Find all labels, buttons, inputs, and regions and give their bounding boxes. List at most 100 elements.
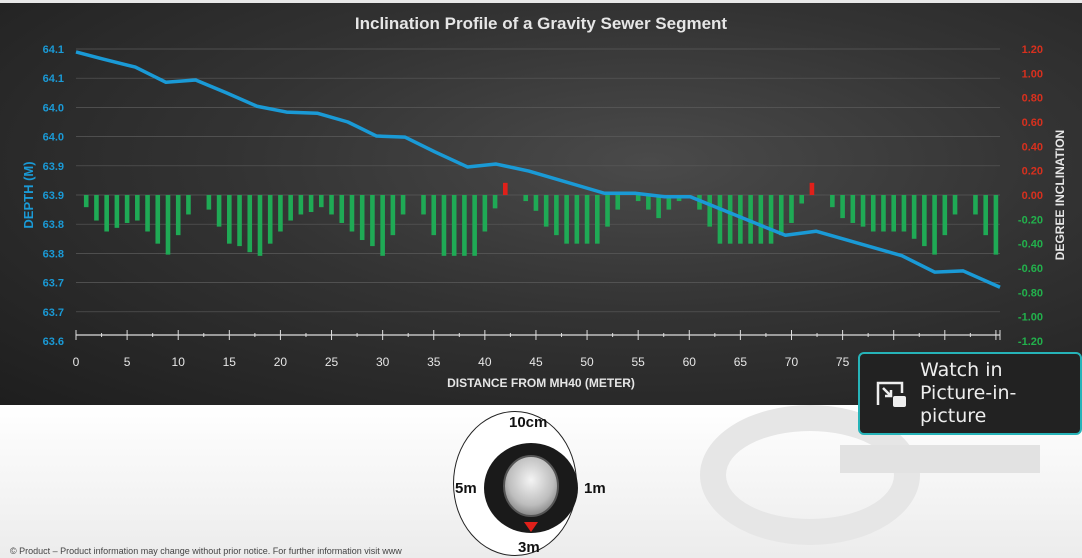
inclination-bar-negative xyxy=(840,195,845,219)
inclination-bar-negative xyxy=(257,195,263,256)
inclination-bar-negative xyxy=(973,195,978,215)
inclination-bar-negative xyxy=(298,195,304,215)
picture-in-picture-button[interactable]: Watch in Picture-in-picture xyxy=(858,352,1082,435)
chart-title: Inclination Profile of a Gravity Sewer S… xyxy=(355,14,728,33)
inclination-bar-negative xyxy=(441,195,447,256)
y-right-tick-label: 0.20 xyxy=(1022,166,1043,178)
inclination-bar-negative xyxy=(778,195,784,236)
inclination-bar-negative xyxy=(186,195,191,215)
inclination-bar-negative xyxy=(860,195,866,227)
inclination-bar-positive xyxy=(809,182,815,195)
inclination-bar-negative xyxy=(983,195,988,236)
inclination-bar-negative xyxy=(175,195,181,236)
y-left-tick-label: 63.8 xyxy=(43,248,64,260)
inclination-bar-negative xyxy=(370,195,375,247)
inclination-bar-negative xyxy=(400,195,406,215)
x-tick-label: 20 xyxy=(274,355,288,369)
x-tick-label: 60 xyxy=(683,355,697,369)
y-left-tick-label: 63.9 xyxy=(43,161,64,173)
inclination-bar-negative xyxy=(339,195,345,223)
inclination-bar-negative xyxy=(584,195,590,244)
inclination-bar-negative xyxy=(94,195,99,221)
x-tick-label: 30 xyxy=(376,355,390,369)
inclination-bar-negative xyxy=(124,195,130,223)
y-right-tick-label: 0.60 xyxy=(1022,117,1043,129)
inclination-bar-negative xyxy=(492,195,498,209)
inclination-bar-negative xyxy=(227,195,232,244)
inclination-bar-negative xyxy=(901,195,907,232)
y-axis-left: 64.1 64.1 64.0 64.0 63.9 63.9 63.8 63.8 63.7 63.7… xyxy=(43,44,64,348)
inclination-bar-negative xyxy=(922,195,927,247)
inclination-bar-negative xyxy=(288,195,293,221)
inclination-bar-negative xyxy=(738,195,743,244)
picture-in-picture-icon xyxy=(876,381,906,407)
x-tick-label: 70 xyxy=(785,355,799,369)
depth-line xyxy=(75,50,1001,289)
y-left-tick-label: 64.1 xyxy=(43,44,64,56)
y-left-tick-label: 64.0 xyxy=(43,132,64,144)
inclination-bar-negative xyxy=(635,195,641,202)
video-frame-chart: Inclination Profile of a Gravity Sewer S… xyxy=(0,0,1082,405)
inclination-bar-negative xyxy=(666,195,672,210)
inclination-bar-negative xyxy=(594,195,600,244)
y-right-tick-label: 0.00 xyxy=(1022,190,1043,202)
dial-label-left: 5m xyxy=(455,480,477,497)
x-tick-label: 75 xyxy=(836,355,850,369)
x-tick-label: 50 xyxy=(580,355,594,369)
inclination-bar-negative xyxy=(267,195,273,244)
inclination-bar-negative xyxy=(135,195,140,221)
inclination-bar-negative xyxy=(451,195,457,256)
inclination-bar-negative xyxy=(656,195,661,219)
y-right-tick-label: 1.00 xyxy=(1022,68,1043,80)
inclination-bar-negative xyxy=(83,195,89,208)
inclination-bar-negative xyxy=(329,195,334,215)
inclination-bar-positive xyxy=(502,182,508,195)
inclination-bar-negative xyxy=(247,195,253,253)
inclination-bar-negative xyxy=(881,195,886,232)
dial-label-right: 1m xyxy=(584,480,606,497)
x-tick-label: 15 xyxy=(223,355,237,369)
y-axis-right-label: DEGREE INCLINATION xyxy=(1053,130,1067,260)
inclination-chart: Inclination Profile of a Gravity Sewer S… xyxy=(21,14,1067,390)
inclination-bar-negative xyxy=(206,195,212,210)
y-right-tick-label: 1.20 xyxy=(1022,44,1043,56)
inclination-bar-negative xyxy=(789,195,794,223)
inclination-bar-negative xyxy=(850,195,856,223)
dial-label-bottom: 3m xyxy=(518,539,540,556)
y-left-tick-label: 63.6 xyxy=(43,336,64,348)
inclination-bar-negative xyxy=(891,195,896,232)
x-tick-label: 25 xyxy=(325,355,339,369)
y-axis-left-label: DEPTH (M) xyxy=(21,161,36,228)
inclination-bar-negative xyxy=(359,195,365,241)
inclination-bar-negative xyxy=(543,195,549,227)
inclination-bar-negative xyxy=(574,195,580,244)
inclination-bar-negative xyxy=(870,195,876,232)
x-tick-label: 10 xyxy=(172,355,186,369)
y-left-tick-label: 64.1 xyxy=(43,73,64,85)
inclination-bar-negative xyxy=(482,195,488,232)
y-right-tick-label: -0.40 xyxy=(1018,239,1043,251)
inclination-bar-negative xyxy=(349,195,355,232)
inclination-bar-negative xyxy=(431,195,437,236)
dial-knob-icon xyxy=(484,443,578,533)
x-tick-label: 65 xyxy=(734,355,748,369)
inclination-bar-negative xyxy=(278,195,283,232)
inclination-bar-negative xyxy=(523,195,529,202)
y-left-tick-label: 64.0 xyxy=(43,102,64,114)
inclination-bar-negative xyxy=(707,195,713,227)
inclination-bar-negative xyxy=(952,195,958,215)
y-right-tick-label: 0.80 xyxy=(1022,93,1043,105)
inclination-bar-negative xyxy=(104,195,109,232)
inclination-bar-negative xyxy=(421,195,426,215)
inclination-bar-negative xyxy=(533,195,539,211)
inclination-bar-negative xyxy=(155,195,161,244)
dial-pointer-icon xyxy=(524,522,538,532)
inclination-bar-negative xyxy=(932,195,937,255)
inclination-bar-negative xyxy=(390,195,396,236)
inclination-bar-negative xyxy=(216,195,222,227)
x-tick-label: 45 xyxy=(529,355,543,369)
inclination-bar-negative xyxy=(758,195,764,244)
y-right-tick-label: -0.80 xyxy=(1018,287,1043,299)
y-right-tick-label: -0.60 xyxy=(1018,263,1043,275)
y-right-tick-label: 0.40 xyxy=(1022,141,1043,153)
